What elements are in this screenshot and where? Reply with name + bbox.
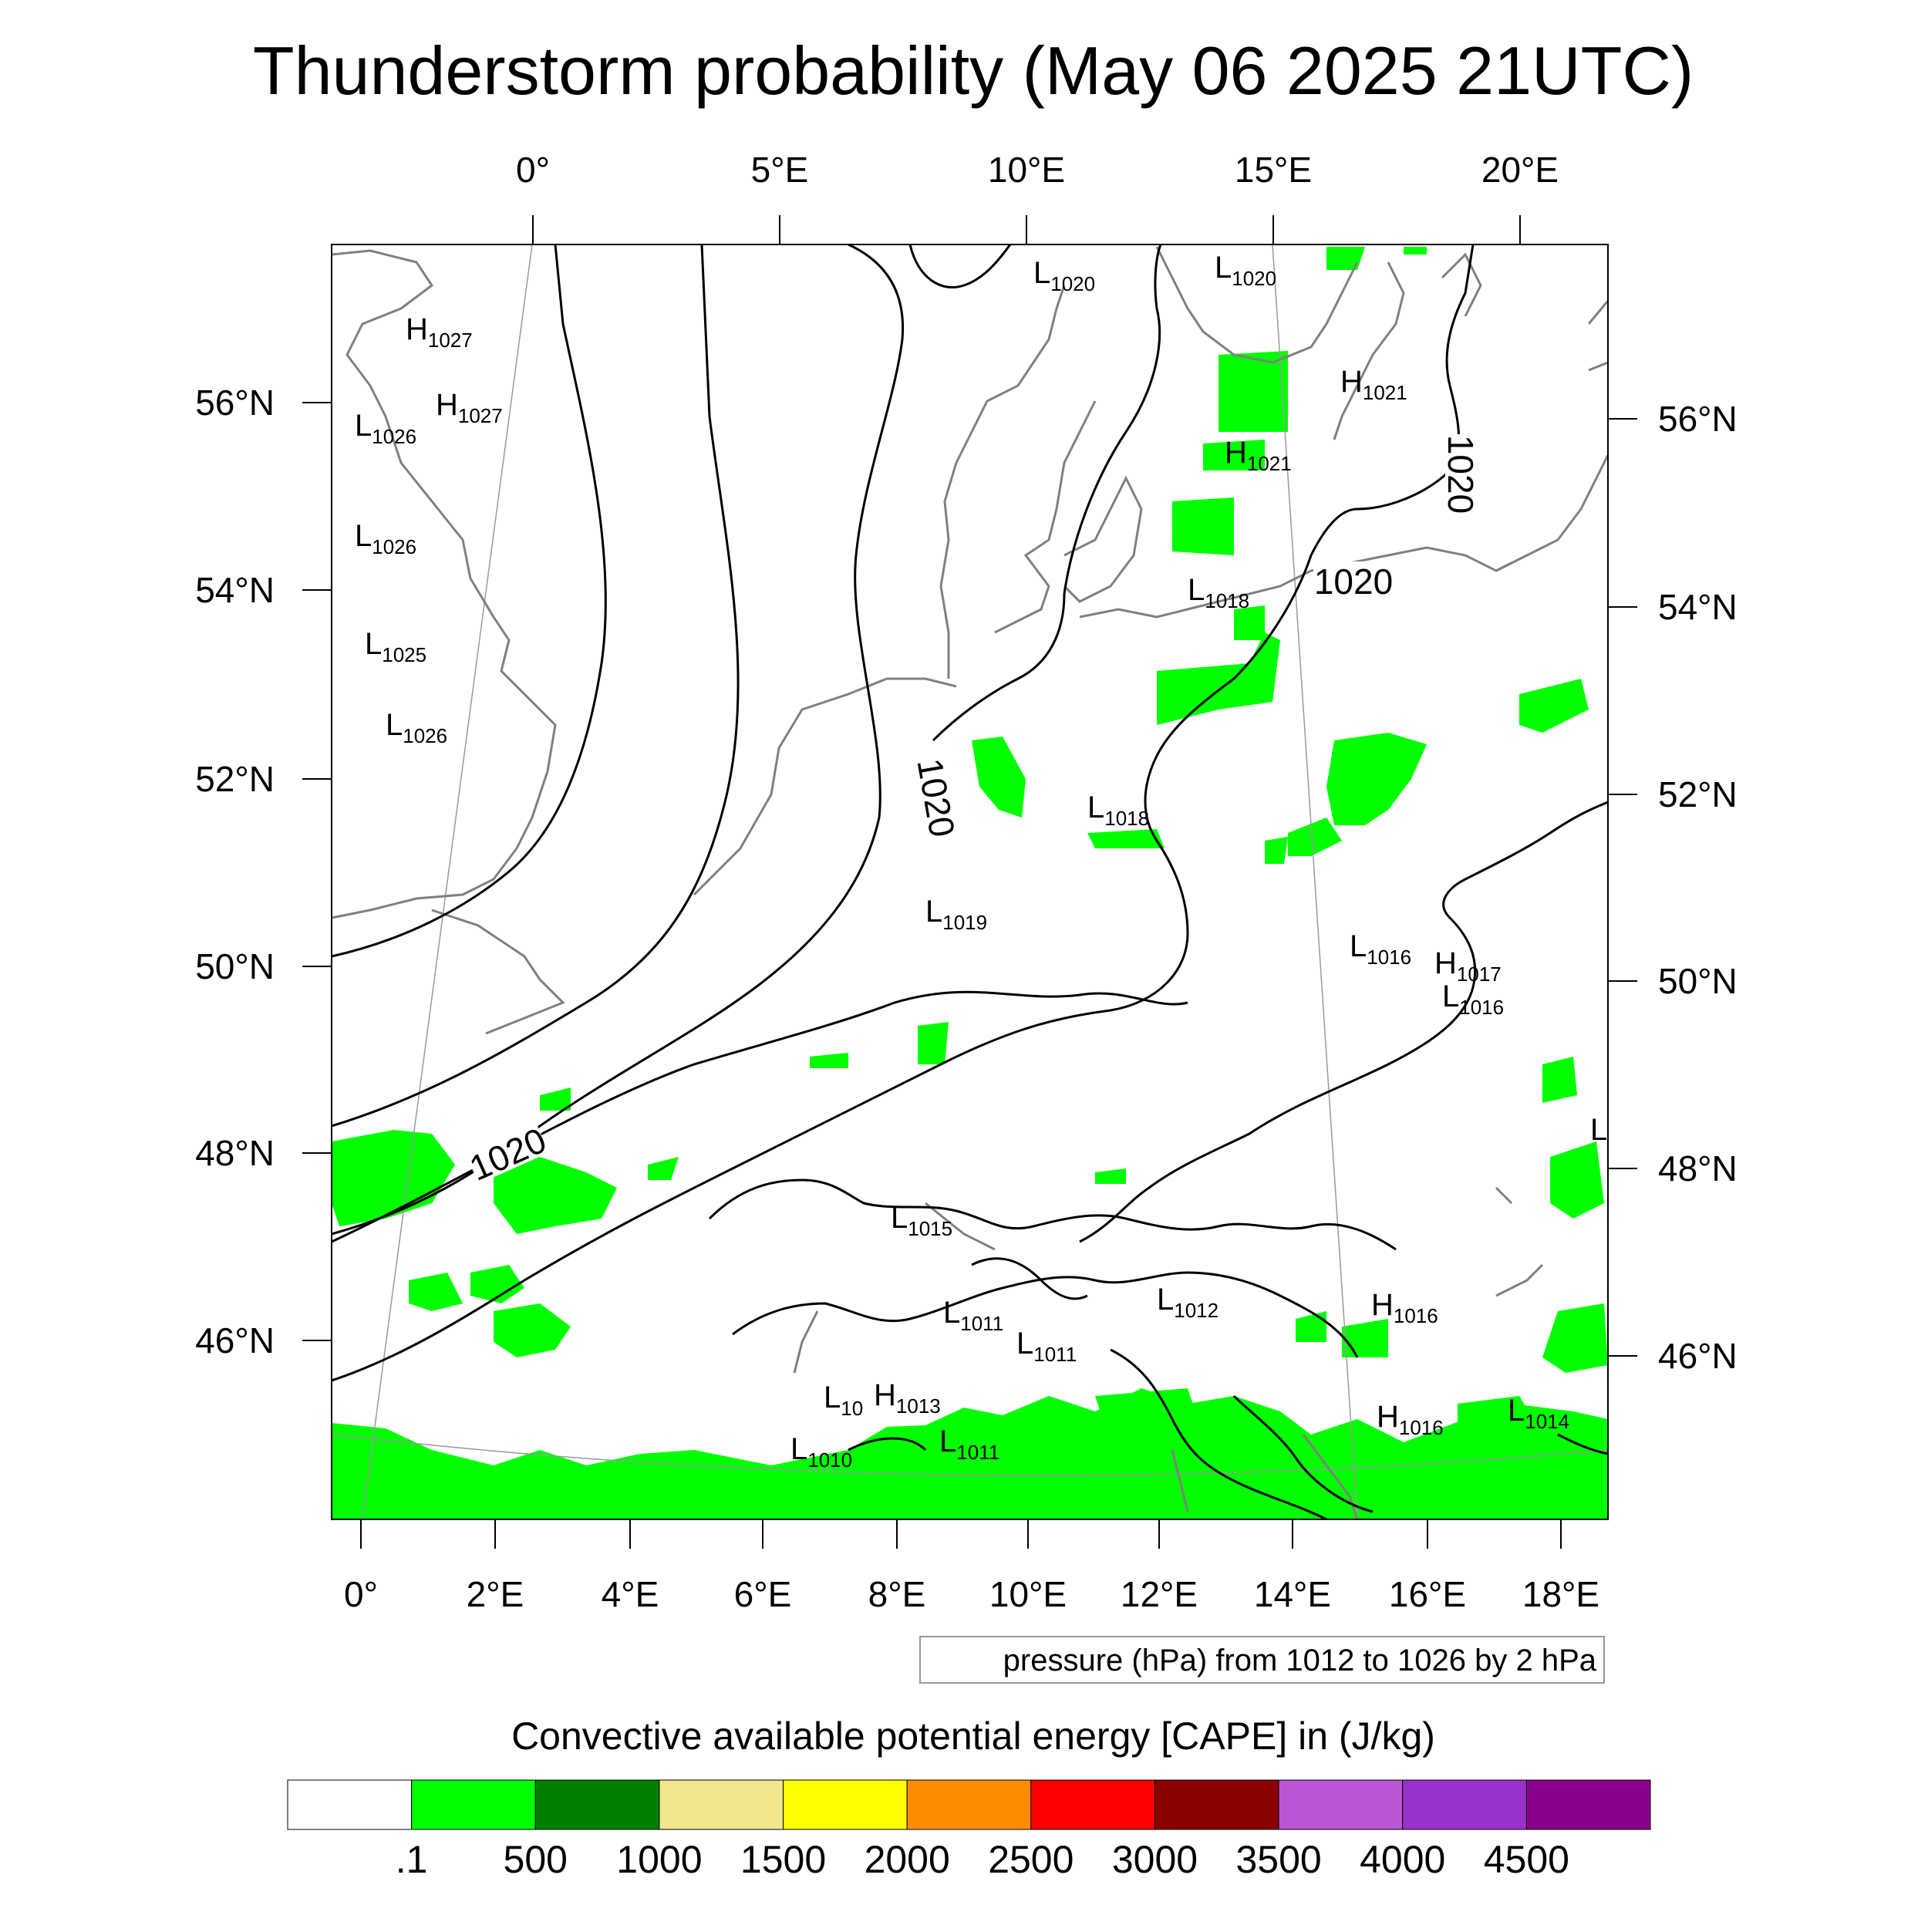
tick-label: 8°E: [868, 1574, 926, 1614]
legend-swatch: [1525, 1779, 1651, 1830]
legend-swatch: [1030, 1779, 1155, 1830]
isobars: [332, 244, 1608, 1519]
pressure-center: H1027: [406, 312, 473, 352]
pressure-center: L1011: [943, 1296, 1003, 1335]
legend-swatch: [534, 1779, 660, 1830]
tick-label: 54°N: [1658, 587, 1738, 627]
legend-label: 3500: [1235, 1838, 1321, 1881]
tick-label: 50°N: [195, 946, 275, 986]
cape-fill: [332, 247, 1608, 1519]
legend-swatch: [411, 1779, 536, 1830]
coastlines: [332, 246, 1608, 1519]
pressure-center: L1016: [1350, 929, 1411, 969]
pressure-center: H1016: [1371, 1288, 1438, 1327]
legend-label: 500: [504, 1838, 568, 1881]
tick-label: 0°: [344, 1574, 378, 1614]
legend-label: 4000: [1360, 1838, 1445, 1881]
legend-colorbar: [287, 1779, 1651, 1830]
pressure-center: L1019: [925, 895, 987, 934]
legend-title: Convective available potential energy [C…: [511, 1715, 1435, 1758]
pressure-center: L1026: [355, 519, 416, 558]
pressure-center: H1017: [1434, 946, 1502, 986]
axis-ticks: [302, 215, 1637, 1549]
legend-swatch: [1278, 1779, 1404, 1830]
pressure-center: L1016: [1442, 979, 1504, 1019]
contour-info-text: pressure (hPa) from 1012 to 1026 by 2 hP…: [1003, 1644, 1597, 1677]
map-border: [331, 244, 1609, 1520]
pressure-center: L1018: [1188, 573, 1249, 612]
contour-info-box: pressure (hPa) from 1012 to 1026 by 2 hP…: [919, 1636, 1605, 1684]
pressure-center: L: [1590, 1113, 1607, 1147]
map-area: [332, 244, 1608, 1519]
tick-label: 2°E: [467, 1574, 524, 1614]
tick-label: 5°E: [751, 150, 809, 190]
tick-label: 20°E: [1481, 150, 1559, 190]
isobar-label: 1020: [1441, 435, 1481, 514]
pressure-center: L1011: [939, 1425, 999, 1464]
left-lat-labels: 56°N 54°N 52°N 50°N 48°N 46°N: [195, 383, 275, 1360]
pressure-center: L1020: [1215, 251, 1276, 290]
pressure-center: L1018: [1087, 791, 1149, 830]
tick-label: 54°N: [195, 570, 275, 610]
tick-label: 10°E: [988, 150, 1065, 190]
tick-label: 0°: [516, 150, 550, 190]
tick-label: 12°E: [1121, 1574, 1198, 1614]
pressure-centers: L1020 L1020 H1027 H1027 L1026 H1021 H102…: [355, 251, 1607, 1472]
pressure-center: L1026: [386, 708, 447, 747]
bottom-lon-labels: 0° 2°E 4°E 6°E 8°E 10°E 12°E 14°E 16°E 1…: [344, 1574, 1599, 1614]
tick-label: 18°E: [1522, 1574, 1599, 1614]
legend-swatch: [659, 1779, 784, 1830]
legend-label: 2000: [865, 1838, 950, 1881]
legend-label: 1000: [616, 1838, 702, 1881]
tick-label: 16°E: [1389, 1574, 1466, 1614]
tick-label: 4°E: [602, 1574, 659, 1614]
top-lon-labels: 0° 5°E 10°E 15°E 20°E: [516, 150, 1559, 190]
pressure-center: L1010: [790, 1432, 852, 1472]
legend-swatch: [906, 1779, 1032, 1830]
pressure-center: H1016: [1377, 1400, 1444, 1439]
legend-label: 1500: [740, 1838, 826, 1881]
pressure-center: L1015: [891, 1201, 952, 1240]
tick-label: 50°N: [1658, 961, 1738, 1001]
tick-label: 52°N: [195, 759, 275, 799]
legend-label: 4500: [1484, 1838, 1569, 1881]
tick-label: 56°N: [1658, 399, 1738, 439]
pressure-center: H1013: [874, 1378, 941, 1418]
tick-label: 48°N: [195, 1133, 275, 1173]
map-title: Thunderstorm probability (May 06 2025 21…: [253, 32, 1694, 109]
tick-label: 52°N: [1658, 774, 1738, 814]
pressure-center: L10: [824, 1381, 863, 1420]
pressure-center: L1025: [365, 627, 426, 666]
tick-label: 48°N: [1658, 1148, 1738, 1189]
tick-label: 56°N: [195, 383, 275, 423]
pressure-center: L1012: [1157, 1283, 1218, 1322]
legend-swatch: [287, 1779, 413, 1830]
pressure-center: L1011: [1016, 1327, 1077, 1366]
legend-label: 2500: [988, 1838, 1074, 1881]
tick-label: 15°E: [1235, 150, 1312, 190]
tick-label: 46°N: [1658, 1336, 1738, 1376]
pressure-center: H1021: [1225, 436, 1292, 475]
tick-label: 10°E: [989, 1574, 1067, 1614]
pressure-center: L1020: [1033, 256, 1095, 295]
tick-label: 6°E: [734, 1574, 792, 1614]
legend-swatch: [783, 1779, 908, 1830]
tick-label: 14°E: [1254, 1574, 1331, 1614]
legend-label: 3000: [1112, 1838, 1198, 1881]
isobar-label: 1020: [1314, 561, 1393, 602]
pressure-center: L1014: [1508, 1394, 1569, 1433]
legend-swatch: [1154, 1779, 1279, 1830]
legend-label: .1: [396, 1838, 428, 1881]
pressure-center: L1026: [355, 409, 416, 448]
tick-label: 46°N: [195, 1320, 275, 1360]
pressure-center: H1027: [436, 388, 503, 427]
legend-swatch: [1402, 1779, 1527, 1830]
legend-labels: .1 500 1000 1500 2000 2500 3000 3500 4000 4500: [396, 1838, 1569, 1881]
graticule: [332, 244, 1608, 1519]
pressure-center: H1021: [1340, 365, 1407, 404]
right-lat-labels: 56°N 54°N 52°N 50°N 48°N 46°N: [1658, 399, 1738, 1376]
